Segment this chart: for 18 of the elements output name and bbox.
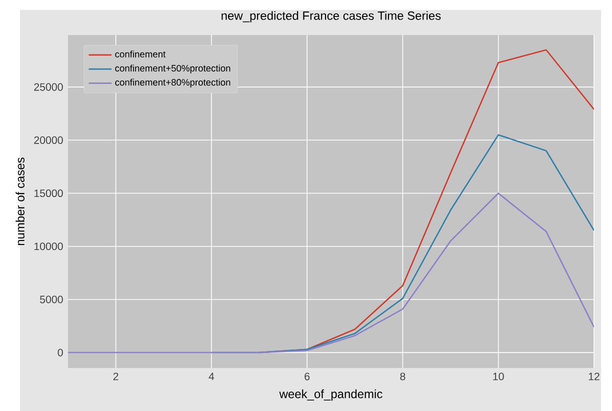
y-tick-label: 20000: [34, 136, 63, 144]
x-tick-label: 2: [113, 372, 118, 380]
legend-label: confinement+50%protection: [115, 64, 230, 74]
y-tick-label: 10000: [34, 242, 63, 250]
x-tick-label: 10: [493, 372, 504, 380]
x-tick-label: 12: [588, 372, 600, 380]
y-tick-label: 0: [58, 348, 63, 356]
x-tick-label: 4: [208, 372, 214, 380]
y-tick-label: 25000: [34, 83, 63, 91]
y-tick-label: 15000: [34, 189, 63, 198]
y-tick-label: 5000: [40, 296, 63, 304]
legend-label: confinement: [115, 50, 166, 58]
chart-title: new_predicted France cases Time Series: [222, 11, 441, 22]
x-tick-label: 8: [400, 372, 406, 380]
legend-label: confinement+80%protection: [115, 78, 230, 88]
y-axis-title: number of cases: [16, 158, 24, 246]
x-tick-label: 6: [304, 372, 310, 380]
x-axis-title: week_of_pandemic: [279, 389, 382, 401]
